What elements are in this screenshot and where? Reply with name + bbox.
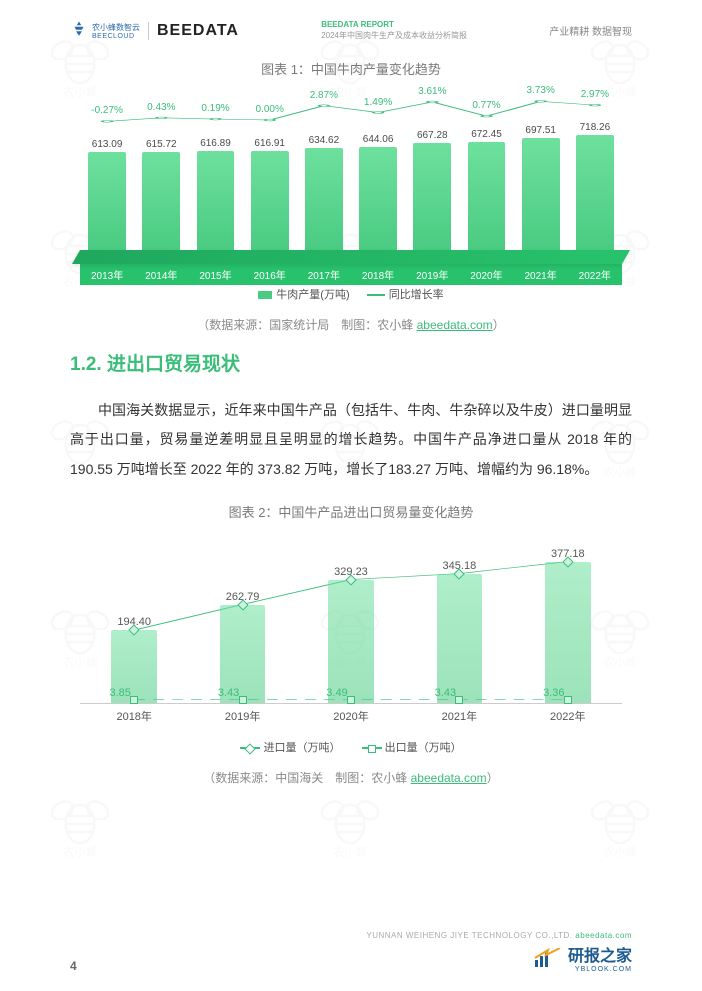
- chart1-bar: 616.91: [243, 138, 297, 250]
- svg-text:农小蜂: 农小蜂: [63, 845, 97, 859]
- chart2-bar: 329.233.49: [297, 566, 405, 703]
- beecloud-en: BEECLOUD: [92, 33, 140, 40]
- header-report-meta: BEEDATA REPORT 2024年中国肉牛生产及成本收益分析简报: [321, 20, 467, 41]
- chart1-source-link[interactable]: abeedata.com: [417, 318, 493, 332]
- header-tagline: 产业精耕 数据智现: [549, 23, 632, 38]
- chart2-source: （数据来源：中国海关 制图：农小蜂 abeedata.com）: [70, 769, 632, 786]
- chart1-bar: 615.72: [134, 139, 188, 251]
- page-number: 4: [70, 959, 77, 973]
- section-body: 中国海关数据显示，近年来中国牛产品（包括牛、牛肉、牛杂碎以及牛皮）进口量明显高于…: [70, 396, 632, 484]
- chart1-legend: 牛肉产量(万吨) 同比增长率: [70, 286, 632, 302]
- chart2-bar: 377.183.36: [514, 548, 622, 703]
- chart1-bar: 697.51: [514, 125, 568, 250]
- chart2-title: 图表 2：中国牛产品进出口贸易量变化趋势: [70, 502, 632, 521]
- svg-text:农小蜂: 农小蜂: [603, 845, 637, 859]
- page-footer: 4 YUNNAN WEIHENG JIYE TECHNOLOGY CO.,LTD…: [0, 931, 702, 973]
- section-heading: 1.2. 进出口贸易现状: [70, 349, 632, 376]
- beecloud-logo: 农小蜂数智云 BEECLOUD: [70, 20, 140, 41]
- chart2-legend: 进口量（万吨） 出口量（万吨）: [70, 739, 632, 755]
- chart1-bar: 672.45: [459, 129, 513, 250]
- chart1-bar: 718.26: [568, 122, 622, 250]
- beecloud-cn: 农小蜂数智云: [92, 22, 140, 33]
- chart1-bar: 634.62: [297, 135, 351, 250]
- chart1-bar: 616.89: [188, 138, 242, 250]
- page-header: 农小蜂数智云 BEECLOUD BEEDATA BEEDATA REPORT 2…: [70, 0, 632, 51]
- chart2-source-link[interactable]: abeedata.com: [411, 771, 487, 785]
- chart2-bar: 345.183.43: [405, 560, 513, 703]
- chart1-source: （数据来源：国家统计局 制图：农小蜂 abeedata.com）: [70, 316, 632, 333]
- footer-brand: 研报之家 YBLOOK.COM: [366, 942, 632, 973]
- chart1-bar: 644.06: [351, 134, 405, 250]
- chart1-bar: 613.09: [80, 139, 134, 250]
- chart1-title: 图表 1：中国牛肉产量变化趋势: [70, 59, 632, 78]
- beedata-logo: BEEDATA: [157, 22, 239, 40]
- footer-company: YUNNAN WEIHENG JIYE TECHNOLOGY CO.,LTD. …: [366, 931, 632, 940]
- chart1: 613.09-0.27%615.720.43%616.890.19%616.91…: [80, 90, 622, 280]
- svg-text:农小蜂: 农小蜂: [333, 845, 367, 859]
- chart2: 194.403.85262.793.43329.233.49345.183.43…: [80, 533, 622, 733]
- chart1-bar: 667.28: [405, 130, 459, 250]
